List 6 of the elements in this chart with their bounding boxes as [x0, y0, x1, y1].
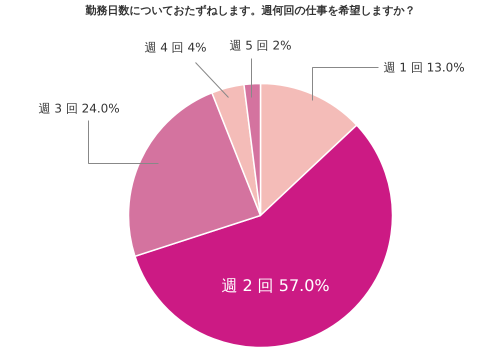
slice-label: 週 1 回 13.0% — [384, 60, 465, 74]
slice-label: 週 2 回 57.0% — [221, 276, 330, 295]
slice-label: 週 3 回 24.0% — [38, 102, 120, 116]
slice-label: 週 5 回 2% — [229, 38, 292, 52]
chart-title: 勤務日数についておたずねします。週何回の仕事を希望しますか？ — [84, 4, 416, 17]
slice-label: 週 4 回 4% — [144, 40, 207, 54]
